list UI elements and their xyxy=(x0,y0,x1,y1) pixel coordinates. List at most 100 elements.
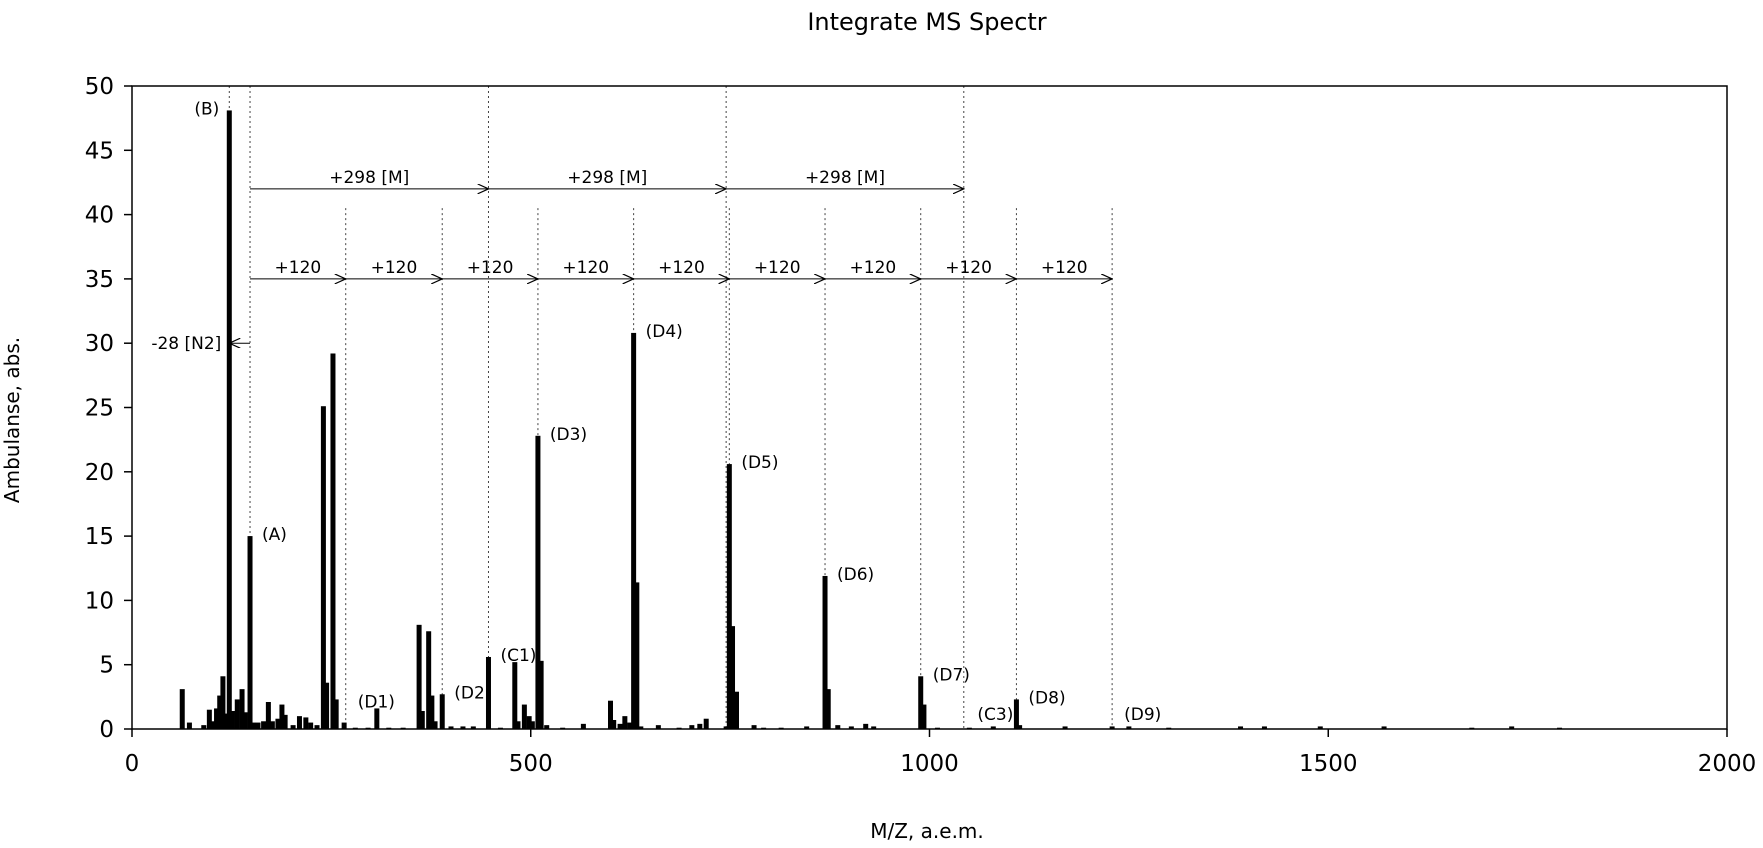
spectrum-bar xyxy=(419,710,425,729)
y-tick-label: 10 xyxy=(85,588,114,614)
spectrum-bar xyxy=(631,332,637,729)
peak-labels: (B) (A) (D1) (D2) (C1) (D3) (D4) (D5) (D6) (D7) (C… xyxy=(194,99,1161,725)
spectrum-bar xyxy=(429,695,435,729)
spectrum-bar xyxy=(432,721,438,729)
spectrum-bar xyxy=(1509,726,1515,729)
spectrum-bar xyxy=(526,716,532,729)
spectrum-bar xyxy=(1062,726,1068,729)
spectrum-bar xyxy=(226,110,232,729)
spectrum-bar xyxy=(186,722,192,729)
spectrum-bar xyxy=(416,624,422,729)
x-tick-label: 1500 xyxy=(1299,751,1358,777)
peak-label: (D7) xyxy=(933,665,970,685)
spectrum-bar xyxy=(217,695,223,729)
spectrum-bar xyxy=(279,704,285,729)
spectrum-bar xyxy=(611,719,617,729)
spectrum-bar xyxy=(448,726,454,729)
spectrum-bar xyxy=(622,716,628,729)
x-tick-label: 2000 xyxy=(1698,751,1757,777)
spectrum-bar xyxy=(863,723,869,729)
y-axis-label: Ambulanse, abs. xyxy=(0,337,24,503)
y-axis-ticks: 0 5 10 15 20 25 30 35 40 45 50 xyxy=(85,74,132,743)
spectrum-bar xyxy=(835,725,841,729)
y-tick-label: 20 xyxy=(85,460,114,486)
spectrum-bar xyxy=(296,716,302,729)
peak-label: (D6) xyxy=(837,565,874,585)
spectrum-bar xyxy=(538,660,544,729)
mass-shift-label: +298 [M] xyxy=(567,168,647,188)
spectrum-bar xyxy=(1013,699,1019,729)
spectrum-bar xyxy=(261,721,267,729)
spectrum-bar xyxy=(1317,726,1323,729)
mass-shift-label: +298 [M] xyxy=(805,168,885,188)
spectrum-bar xyxy=(617,723,623,729)
peak-label: (D2) xyxy=(454,683,491,703)
spectrum-bar xyxy=(269,721,275,729)
spectrum-bar xyxy=(206,709,212,729)
spectrum-bar xyxy=(990,726,996,729)
spectrum-bar xyxy=(608,700,613,729)
peak-label: (A) xyxy=(262,525,287,545)
spectrum-bar xyxy=(515,721,521,729)
spectrum-bar xyxy=(255,722,261,729)
mass-shift-label: +120 xyxy=(850,258,897,278)
peak-label: (D8) xyxy=(1028,688,1065,708)
mass-shift-label: +120 xyxy=(754,258,801,278)
spectrum-bar xyxy=(697,723,703,729)
spectrum-bar xyxy=(330,353,336,729)
spectrum-bar xyxy=(247,536,253,729)
spectrum-bar xyxy=(265,701,271,729)
mass-shift-label: +120 xyxy=(658,258,705,278)
spectrum-bar xyxy=(460,726,466,729)
spectrum-bar xyxy=(439,694,445,729)
spectrum-bar xyxy=(689,725,695,729)
spectrum-bar xyxy=(734,691,740,729)
spectrum-bar xyxy=(848,726,854,729)
peak-label: (D3) xyxy=(550,425,587,445)
y-tick-label: 35 xyxy=(85,267,114,293)
y-tick-label: 30 xyxy=(85,331,114,357)
chart-title: Integrate MS Spectr xyxy=(807,8,1046,36)
x-axis-label: M/Z, a.e.m. xyxy=(870,819,984,843)
spectrum-bar xyxy=(703,718,709,729)
spectrum-bar xyxy=(485,656,491,729)
y-tick-label: 45 xyxy=(85,138,114,164)
y-tick-label: 40 xyxy=(85,203,114,229)
spectrum-bar xyxy=(282,714,288,729)
spectrum-bar xyxy=(871,726,877,729)
mass-shift-annotations: +298 [M] +298 [M] +298 [M] +120 +120 +120 +120… xyxy=(151,168,1112,354)
spectrum-bar xyxy=(341,722,347,729)
peak-label: (B) xyxy=(194,99,219,119)
spectrum-bar xyxy=(303,717,309,729)
spectrum-bar xyxy=(374,708,380,729)
mass-shift-label: +120 xyxy=(371,258,418,278)
x-axis-ticks: 0 500 1000 1500 2000 xyxy=(125,729,1757,777)
spectrum-bar xyxy=(333,699,339,729)
spectrum-bar xyxy=(655,725,661,729)
x-tick-label: 1000 xyxy=(900,751,959,777)
spectrum-bar xyxy=(726,464,732,729)
spectrum-bar xyxy=(229,710,235,729)
spectrum-bar xyxy=(512,662,518,729)
peak-label: (C3) xyxy=(977,705,1013,725)
spectrum-bar xyxy=(234,699,240,729)
peak-label: (D9) xyxy=(1124,705,1161,725)
spectrum-bar xyxy=(242,712,248,729)
y-tick-label: 0 xyxy=(99,717,114,743)
mass-shift-label: +120 xyxy=(275,258,322,278)
y-tick-label: 25 xyxy=(85,396,114,422)
spectrum-bar xyxy=(918,676,924,729)
y-tick-label: 15 xyxy=(85,524,114,550)
spectrum-bar xyxy=(275,718,281,729)
spectrum-bar xyxy=(730,626,736,729)
spectrum-bar xyxy=(638,726,644,729)
x-tick-label: 500 xyxy=(509,751,553,777)
spectrum-bar xyxy=(210,721,216,729)
spectrum-peaks xyxy=(179,110,1563,729)
spectrum-bar xyxy=(214,708,220,729)
spectrum-bar xyxy=(201,725,207,729)
x-tick-label: 0 xyxy=(125,751,140,777)
peak-label: (C1) xyxy=(500,646,536,666)
spectrum-bar xyxy=(921,704,927,729)
